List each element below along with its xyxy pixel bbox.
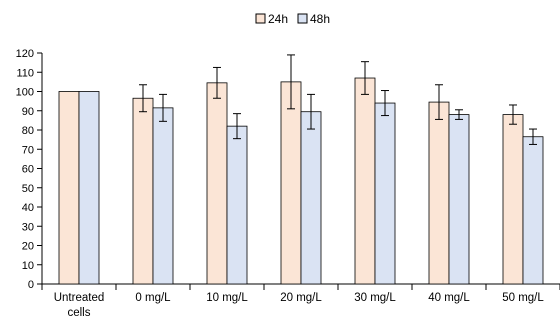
y-tick-label-100: 100 [16, 87, 34, 99]
x-tick-label-4: 30 mg/L [354, 292, 396, 304]
error-bar-24h-4 [361, 61, 369, 95]
bar-48h-0 [78, 91, 100, 285]
y-tick-label-0: 0 [28, 279, 34, 291]
bar-48h-1 [152, 107, 174, 285]
error-bar-24h-3 [287, 54, 295, 110]
y-tick-label-40: 40 [22, 202, 34, 214]
bar-48h-3 [300, 111, 322, 285]
error-bar-48h-3 [307, 93, 315, 130]
error-bar-24h-5 [435, 84, 443, 120]
bar-24h-1 [132, 97, 154, 285]
y-tick-label-60: 60 [22, 164, 34, 176]
legend-swatch-24h [255, 13, 266, 24]
x-tick-label-0-line-0: Untreated [54, 292, 105, 304]
error-bar-48h-6 [529, 128, 537, 145]
x-axis: Untreated cells 0 mg/L 10 mg/L 20 mg/L 30 mg/… [41, 283, 560, 319]
y-tick-label-50: 50 [22, 183, 34, 195]
bar-24h-4 [354, 77, 376, 285]
bar-24h-5 [428, 101, 450, 285]
bar-24h-6 [502, 114, 524, 285]
bar-48h-2 [226, 125, 248, 285]
legend: 24h 48h [255, 12, 330, 26]
x-tick-label-5: 40 mg/L [428, 292, 470, 304]
error-bar-48h-5 [455, 109, 463, 120]
bar-24h-2 [206, 82, 228, 285]
bar-48h-6 [522, 136, 544, 285]
y-axis: 0 10 20 30 40 50 60 70 80 90 100 110 120 [16, 48, 43, 291]
y-tick-label-80: 80 [22, 125, 34, 137]
y-tick-label-110: 110 [16, 67, 34, 79]
error-bar-24h-1 [139, 84, 147, 113]
x-tick-label-0-line-1: cells [67, 307, 90, 319]
error-bar-48h-4 [381, 90, 389, 117]
legend-label-48h: 48h [310, 12, 330, 26]
y-tick-label-20: 20 [22, 241, 34, 253]
y-tick-label-30: 30 [22, 221, 34, 233]
bar-24h-3 [280, 81, 302, 285]
error-bars [139, 54, 537, 145]
x-tick-label-6: 50 mg/L [502, 292, 544, 304]
x-tick-label-3: 20 mg/L [280, 292, 322, 304]
bars [58, 77, 544, 285]
bar-48h-5 [448, 114, 470, 285]
y-tick-label-10: 10 [22, 260, 34, 272]
error-bar-24h-6 [509, 104, 517, 125]
x-tick-label-1: 0 mg/L [135, 292, 171, 304]
error-bar-48h-1 [159, 93, 167, 122]
x-tick-label-2: 10 mg/L [206, 292, 248, 304]
error-bar-48h-2 [233, 113, 241, 140]
y-tick-label-90: 90 [22, 106, 34, 118]
bar-24h-0 [58, 91, 80, 285]
legend-label-24h: 24h [268, 12, 288, 26]
y-tick-label-120: 120 [16, 48, 34, 60]
legend-swatch-48h [297, 13, 308, 24]
bar-48h-4 [374, 102, 396, 285]
error-bar-24h-2 [213, 66, 221, 99]
y-tick-label-70: 70 [22, 144, 34, 156]
